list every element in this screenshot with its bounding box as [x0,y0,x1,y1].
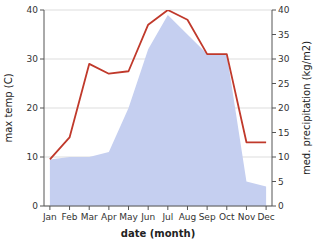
y2-tick [272,206,276,207]
y-tick [40,59,44,60]
y2-axis-label: med. precipitation (kg/m2) [301,41,312,175]
x-tick [89,206,90,210]
y-axis-label: max temp (C) [3,73,14,142]
y2-tick-label: 20 [278,103,290,113]
x-tick [148,206,149,210]
x-tick-label: Dec [257,212,274,222]
plot-area [50,10,266,206]
y2-tick-label: 0 [278,201,284,211]
temperature-line [50,10,266,159]
y-tick [40,108,44,109]
x-tick [49,206,50,210]
x-tick [69,206,70,210]
grid-line [44,206,272,207]
x-tick-label: Jan [42,212,57,222]
y2-tick-label: 30 [278,54,290,64]
y-tick-label: 0 [32,201,38,211]
x-tick-label: Jul [161,212,173,222]
y2-tick [272,10,276,11]
x-tick [187,206,188,210]
x-tick [207,206,208,210]
y2-tick [272,34,276,35]
x-tick [167,206,168,210]
y2-tick-label: 15 [278,128,289,138]
x-tick-label: Feb [62,212,78,222]
x-tick [246,206,247,210]
y2-tick-label: 25 [278,79,289,89]
x-tick-label: May [119,212,138,222]
y-tick-label: 10 [27,152,39,162]
x-tick-label: Jun [140,212,155,222]
y-tick [40,10,44,11]
y-tick [40,206,44,207]
precipitation-area [50,15,266,206]
y-axis [44,10,45,206]
x-tick [108,206,109,210]
x-axis-label: date (month) [121,228,195,239]
y-tick-label: 20 [27,103,39,113]
x-tick-label: Apr [101,212,117,222]
y2-tick [272,181,276,182]
x-tick [226,206,227,210]
grid [44,10,272,206]
x-tick-label: Oct [219,212,235,222]
x-tick [128,206,129,210]
y-tick-label: 40 [27,5,39,15]
grid-line [44,10,272,11]
x-tick-label: Aug [179,212,197,222]
y2-tick [272,83,276,84]
y2-tick [272,157,276,158]
y2-tick-label: 40 [278,5,290,15]
y2-tick [272,132,276,133]
x-axis [44,206,272,207]
chart: 0 10 20 30 40 0 5 10 15 20 25 30 35 40 Jan FebMarAprMay… [0,0,318,247]
y2-tick-label: 5 [278,177,284,187]
y2-tick-label: 10 [278,152,290,162]
y2-tick-label: 35 [278,30,289,40]
x-tick-label: Mar [81,212,98,222]
y-tick [40,157,44,158]
y-tick-label: 30 [27,54,39,64]
x-tick [266,206,267,210]
y2-tick [272,59,276,60]
y2-axis [272,10,273,206]
x-tick-label: Nov [238,212,256,222]
y2-tick [272,108,276,109]
x-tick-label: Sep [199,212,216,222]
